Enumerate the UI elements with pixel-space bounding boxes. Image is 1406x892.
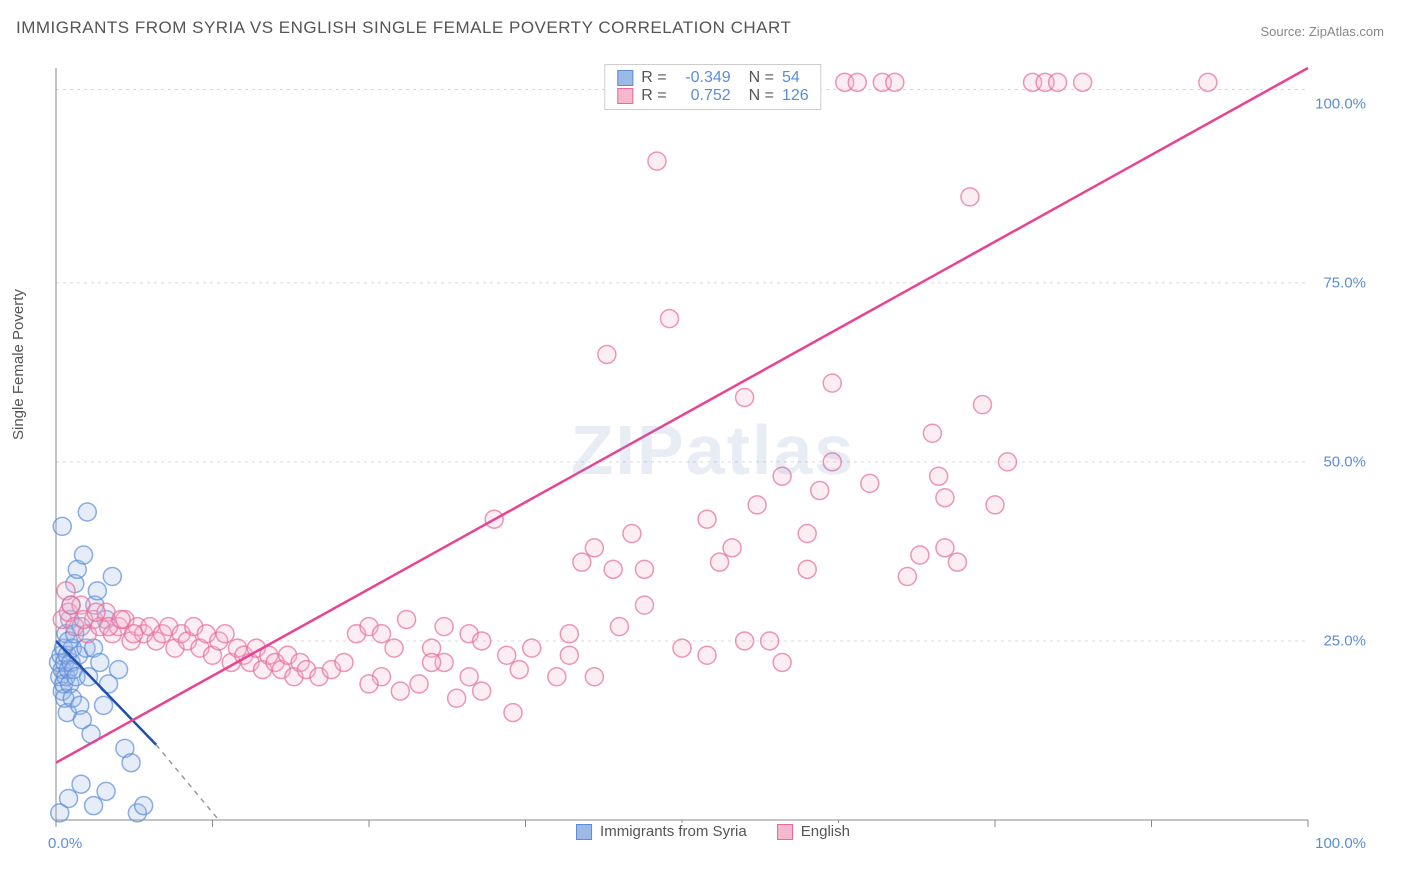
y-tick-label: 50.0%: [1323, 453, 1366, 470]
source-prefix: Source:: [1260, 24, 1308, 39]
legend-item: Immigrants from Syria: [576, 823, 747, 840]
legend-label: Immigrants from Syria: [600, 823, 747, 840]
stats-n-label: N =: [749, 69, 774, 87]
y-axis-label: Single Female Poverty: [10, 289, 27, 440]
stats-n-label: N =: [749, 87, 774, 105]
legend: Immigrants from Syria English: [576, 823, 850, 840]
y-tick-label: 25.0%: [1323, 632, 1366, 649]
stats-r-value: 0.752: [675, 87, 731, 105]
y-tick-label: 75.0%: [1323, 274, 1366, 291]
stats-r-value: -0.349: [675, 69, 731, 87]
legend-swatch: [777, 824, 793, 840]
legend-item: English: [777, 823, 850, 840]
y-tick-label: 100.0%: [1315, 95, 1366, 112]
scatter-plot: [48, 60, 1378, 850]
stats-swatch: [617, 88, 633, 104]
stats-n-value: 126: [782, 87, 809, 105]
stats-row: R = -0.349 N = 54: [617, 69, 808, 87]
chart-area: ZIPatlas R = -0.349 N = 54R = 0.752 N = …: [48, 60, 1378, 850]
legend-swatch: [576, 824, 592, 840]
chart-title: IMMIGRANTS FROM SYRIA VS ENGLISH SINGLE …: [16, 18, 791, 38]
stats-n-value: 54: [782, 69, 800, 87]
stats-r-label: R =: [641, 87, 666, 105]
correlation-stats-box: R = -0.349 N = 54R = 0.752 N = 126: [604, 64, 821, 110]
source-attribution: Source: ZipAtlas.com: [1260, 24, 1384, 39]
x-tick-label: 100.0%: [1315, 835, 1366, 852]
stats-row: R = 0.752 N = 126: [617, 87, 808, 105]
stats-swatch: [617, 70, 633, 86]
source-link[interactable]: ZipAtlas.com: [1309, 24, 1384, 39]
x-tick-label: 0.0%: [48, 835, 82, 852]
legend-label: English: [801, 823, 850, 840]
stats-r-label: R =: [641, 69, 666, 87]
